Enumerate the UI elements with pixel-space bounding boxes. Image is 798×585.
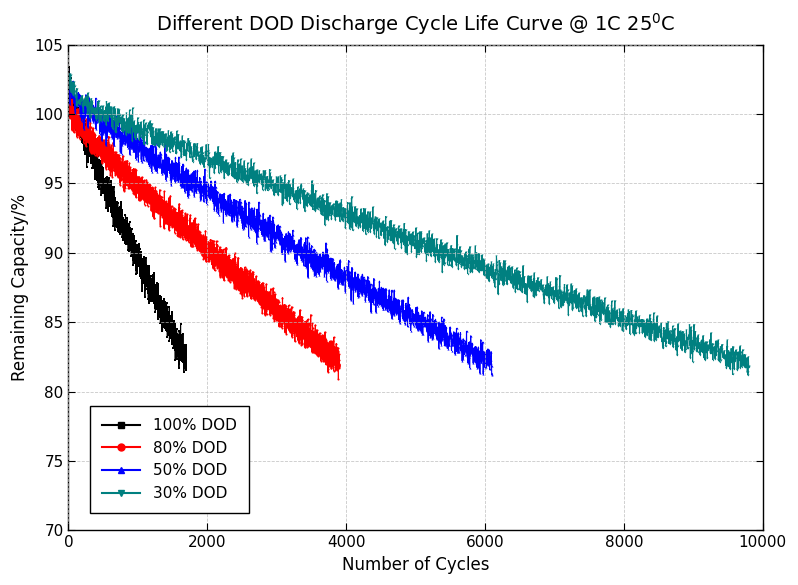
100% DOD: [132, 264, 141, 271]
80% DOD: [64, 86, 73, 93]
50% DOD: [487, 371, 496, 378]
100% DOD: [64, 69, 73, 76]
50% DOD: [64, 66, 73, 73]
Y-axis label: Remaining Capacity/%: Remaining Capacity/%: [11, 194, 29, 381]
80% DOD: [64, 95, 73, 102]
50% DOD: [284, 242, 294, 249]
80% DOD: [162, 209, 172, 216]
30% DOD: [743, 371, 753, 378]
50% DOD: [217, 191, 227, 198]
30% DOD: [65, 70, 74, 77]
Line: 30% DOD: 30% DOD: [67, 73, 750, 376]
50% DOD: [310, 266, 320, 273]
Line: 100% DOD: 100% DOD: [67, 66, 188, 373]
80% DOD: [334, 361, 344, 368]
80% DOD: [334, 376, 343, 383]
50% DOD: [219, 199, 229, 206]
30% DOD: [341, 225, 350, 232]
100% DOD: [182, 355, 192, 362]
30% DOD: [651, 336, 661, 343]
100% DOD: [64, 63, 73, 70]
X-axis label: Number of Cycles: Number of Cycles: [342, 556, 489, 574]
50% DOD: [408, 317, 417, 324]
80% DOD: [194, 246, 203, 253]
Legend: 100% DOD, 80% DOD, 50% DOD, 30% DOD: 100% DOD, 80% DOD, 50% DOD, 30% DOD: [90, 406, 249, 513]
30% DOD: [745, 363, 754, 370]
50% DOD: [487, 370, 496, 377]
100% DOD: [117, 216, 127, 223]
80% DOD: [299, 331, 309, 338]
30% DOD: [605, 309, 614, 316]
80% DOD: [69, 104, 78, 111]
30% DOD: [178, 142, 188, 149]
Title: Different DOD Discharge Cycle Life Curve @ 1C 25$^0$C: Different DOD Discharge Cycle Life Curve…: [156, 11, 675, 37]
Line: 50% DOD: 50% DOD: [67, 68, 493, 376]
80% DOD: [218, 255, 227, 262]
100% DOD: [179, 369, 188, 376]
30% DOD: [539, 291, 549, 298]
30% DOD: [64, 73, 73, 80]
100% DOD: [148, 277, 157, 284]
100% DOD: [130, 241, 140, 248]
100% DOD: [79, 136, 89, 143]
30% DOD: [685, 321, 694, 328]
Line: 80% DOD: 80% DOD: [67, 88, 340, 380]
80% DOD: [130, 180, 140, 187]
50% DOD: [97, 119, 106, 126]
100% DOD: [134, 260, 144, 267]
